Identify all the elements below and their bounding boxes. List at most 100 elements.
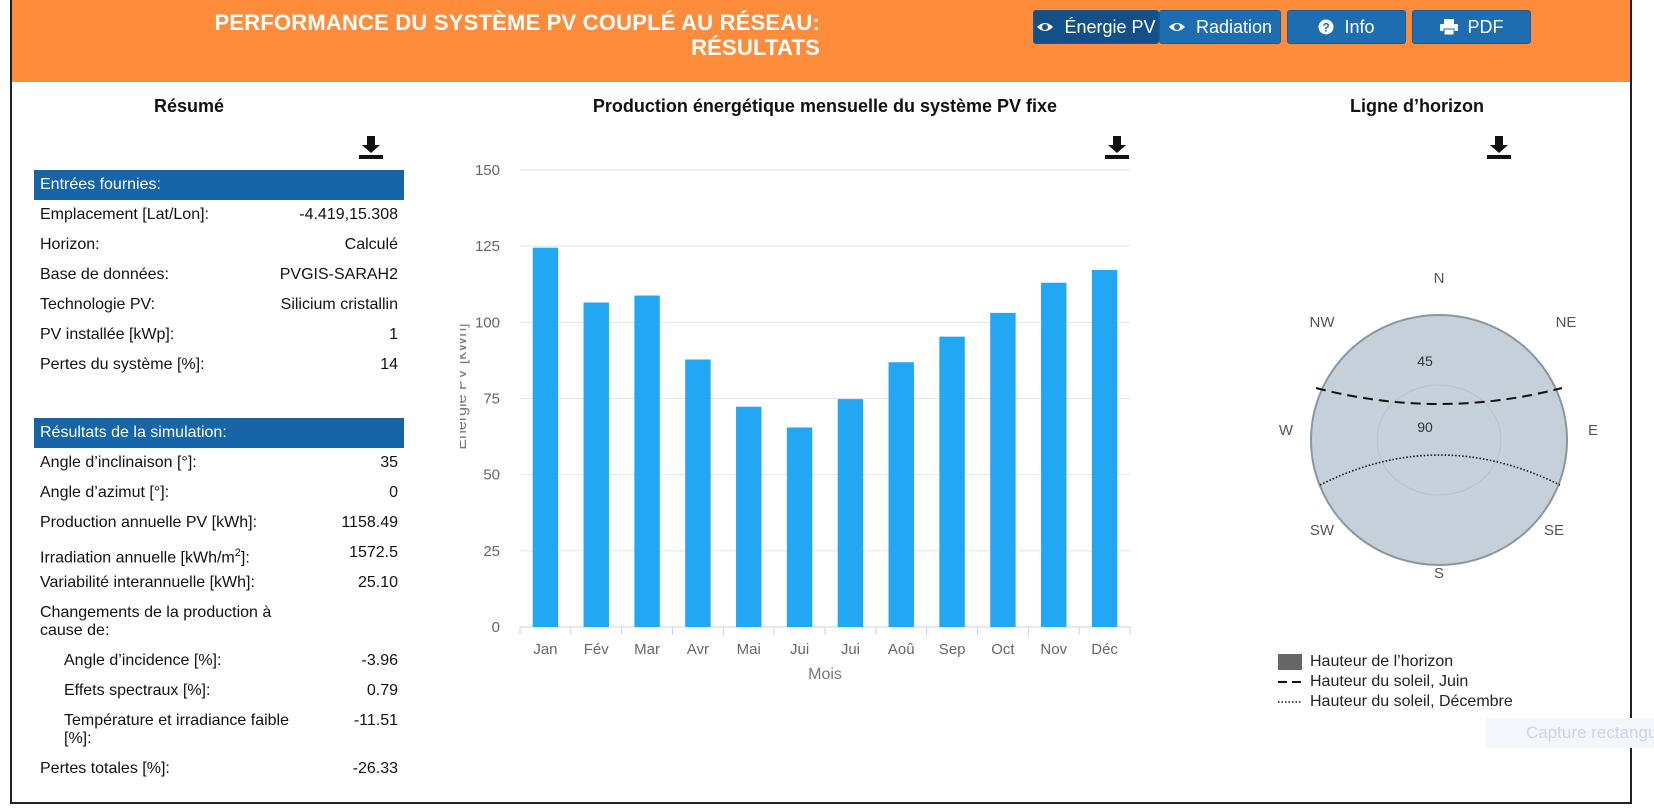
dir-e: E: [1588, 422, 1598, 439]
table-row: Angle d’azimut [°]: 0: [40, 484, 398, 501]
page-title: PERFORMANCE DU SYSTÈME PV COUPLÉ AU RÉSE…: [120, 10, 820, 60]
table-row: Variabilité interannuelle [kWh]: 25.10: [40, 574, 398, 591]
table-row: Technologie PV: Silicium cristallin: [40, 296, 398, 313]
y-tick-label: 75: [483, 391, 500, 408]
bar: [685, 359, 711, 627]
x-tick-label: Aoû: [888, 641, 915, 658]
dir-s: S: [1434, 565, 1444, 582]
dir-ne: NE: [1556, 314, 1577, 331]
dir-sw: SW: [1310, 522, 1335, 539]
tab-energie-pv-label: Énergie PV: [1064, 16, 1156, 37]
table-row: Température et irradiance faible [%]: -11…: [64, 712, 398, 747]
legend-dot-line: [1278, 701, 1302, 703]
bar: [939, 336, 965, 627]
bar: [837, 399, 864, 627]
bar: [888, 362, 914, 627]
monthly-energy-chart: 0 25 50 75 100 125 150 Jan Fév Mar Avr Mai Jui Jui Aoû…: [460, 162, 1131, 683]
eye-icon: [1037, 23, 1054, 31]
x-axis-title: Mois: [808, 666, 842, 683]
download-icon[interactable]: [1104, 134, 1130, 160]
table-row: Production annuelle PV [kWh]: 1158.49: [40, 514, 398, 531]
printer-icon: [1439, 19, 1458, 35]
y-tick-label: 125: [475, 238, 500, 255]
inner-ring: [1376, 384, 1502, 496]
bar: [532, 247, 559, 627]
chart-title: Production énergétique mensuelle du syst…: [592, 96, 1058, 116]
table-row: Angle d’incidence [%]: -3.96: [64, 652, 398, 669]
legend-item[interactable]: Hauteur du soleil, Décembre: [1278, 692, 1513, 712]
bar: [1041, 282, 1067, 627]
table-row: Emplacement [Lat/Lon]: -4.419,15.308: [40, 206, 398, 223]
eye-icon: [1168, 23, 1185, 31]
horizon-legend: Hauteur de l’horizon Hauteur du soleil, …: [1278, 652, 1513, 712]
x-tick-label: Déc: [1091, 641, 1118, 658]
x-tick-label: Nov: [1040, 641, 1067, 658]
pdf-button-label: PDF: [1467, 16, 1504, 37]
dir-w: W: [1279, 422, 1294, 439]
table-row: Pertes totales [%]: -26.33: [40, 760, 398, 777]
summary-table: Entrées fournies: Emplacement [Lat/Lon]:…: [34, 170, 404, 784]
legend-item[interactable]: Hauteur de l’horizon: [1278, 652, 1513, 672]
download-icon[interactable]: [1486, 134, 1512, 160]
ring-label-45: 45: [1417, 353, 1433, 369]
capture-overlay: Capture rectangulaire: [1486, 718, 1654, 748]
june-sun-path: [1315, 387, 1563, 405]
x-tick-label: Jan: [533, 641, 557, 658]
table-row: Effets spectraux [%]: 0.79: [64, 682, 398, 699]
y-tick-label: 50: [483, 467, 500, 484]
legend-dash-line: [1278, 681, 1302, 683]
table-row: Changements de la production à cause de:: [40, 604, 272, 639]
x-tick-label: Avr: [687, 641, 709, 658]
bar: [786, 427, 813, 627]
svg-text:?: ?: [1323, 21, 1330, 35]
tab-radiation-label: Radiation: [1195, 16, 1273, 37]
table-row: PV installée [kWp]: 1: [40, 326, 398, 343]
y-axis-title: Énergie PV [kWh]: [460, 323, 470, 449]
bar: [634, 295, 660, 627]
bar: [583, 302, 609, 627]
y-tick-label: 150: [475, 162, 500, 179]
horizon-polar-chart: N NE E SE S SW W NW 45 90: [1279, 270, 1598, 582]
x-tick-label: Mar: [634, 641, 660, 658]
content-frame: [10, 0, 1632, 804]
table-row: Base de données: PVGIS-SARAH2: [40, 266, 398, 283]
question-icon: ?: [1318, 19, 1334, 35]
x-tick-label: Jui: [790, 641, 809, 658]
download-icon[interactable]: [358, 134, 384, 160]
y-tick-label: 0: [492, 619, 500, 636]
ring-label-90: 90: [1417, 419, 1433, 435]
bar: [1091, 269, 1118, 627]
table-row: Irradiation annuelle [kWh/m2]: 1572.5: [40, 544, 398, 567]
inputs-heading: Entrées fournies:: [34, 170, 404, 200]
table-row: Angle d’inclinaison [°]: 35: [40, 454, 398, 471]
x-tick-label: Sep: [939, 641, 966, 658]
x-tick-label: Jui: [841, 641, 860, 658]
tab-energie-pv[interactable]: Énergie PV: [1033, 10, 1159, 44]
dir-se: SE: [1544, 522, 1564, 539]
y-tick-label: 100: [475, 314, 500, 331]
bar: [736, 406, 762, 627]
legend-swatch: [1278, 654, 1302, 670]
page-title-line1: PERFORMANCE DU SYSTÈME PV COUPLÉ AU RÉSE…: [214, 10, 820, 35]
pdf-button[interactable]: PDF: [1412, 10, 1531, 44]
table-row: Pertes du système [%]: 14: [40, 356, 398, 373]
horizon-title: Ligne d’horizon: [1350, 96, 1484, 116]
legend-label: Hauteur du soleil, Décembre: [1310, 693, 1513, 710]
y-tick-label: 25: [483, 543, 500, 560]
legend-label: Hauteur de l’horizon: [1310, 653, 1454, 670]
dir-n: N: [1434, 270, 1445, 287]
bar: [990, 312, 1016, 627]
table-row: Horizon: Calculé: [40, 236, 398, 253]
info-button-label: Info: [1344, 16, 1375, 37]
summary-title: Résumé: [153, 96, 225, 116]
legend-label: Hauteur du soleil, Juin: [1310, 673, 1469, 690]
horizon-disc: [1310, 314, 1568, 566]
tab-radiation[interactable]: Radiation: [1159, 10, 1281, 44]
legend-item[interactable]: Hauteur du soleil, Juin: [1278, 672, 1513, 692]
results-heading: Résultats de la simulation:: [34, 418, 404, 448]
info-button[interactable]: ? Info: [1287, 10, 1406, 44]
x-tick-label: Fév: [584, 641, 610, 658]
x-tick-label: Oct: [991, 641, 1015, 658]
page-title-line2: RÉSULTATS: [691, 35, 820, 60]
x-tick-label: Mai: [737, 641, 761, 658]
